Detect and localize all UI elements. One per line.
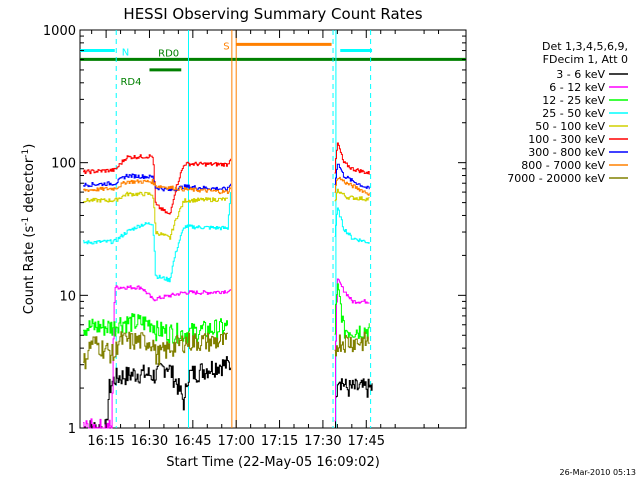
legend: Det 1,3,4,5,6,9,FDecim 1, Att 0 3 - 6 keV… bbox=[507, 40, 628, 185]
x-tick-label: 16:30 bbox=[131, 434, 168, 449]
y-tick-label: 100 bbox=[51, 157, 76, 172]
y-axis-label: Count Rate (s-1 detector-1) bbox=[21, 144, 37, 315]
legend-entry-label: 25 - 50 keV bbox=[542, 107, 605, 120]
series-line bbox=[334, 331, 370, 357]
series-line bbox=[83, 154, 231, 215]
y-axis: 1 10 100 1000 bbox=[43, 24, 466, 437]
series-line bbox=[334, 176, 370, 196]
series-line bbox=[334, 163, 370, 190]
y-axis-label-end: ) bbox=[22, 144, 37, 149]
series-line bbox=[83, 356, 231, 429]
legend-entry-label: 100 - 300 keV bbox=[528, 133, 605, 146]
x-axis-label: Start Time (22-May-05 16:09:02) bbox=[166, 455, 380, 470]
y-axis-label-sup2: -1 bbox=[21, 149, 31, 158]
state-bar-label: RD4 bbox=[120, 77, 141, 88]
x-tick-label: 17:45 bbox=[348, 434, 385, 449]
x-axis: 16:15 16:30 16:45 17:00 17:15 17:30 17:45 bbox=[87, 30, 440, 449]
legend-entry-label: 50 - 100 keV bbox=[535, 120, 605, 133]
y-tick-label: 10 bbox=[59, 289, 76, 304]
y-axis-label-main: Count Rate (s bbox=[22, 226, 37, 315]
plot-frame bbox=[79, 29, 467, 429]
series-line bbox=[83, 191, 228, 240]
y-tick-label: 1 bbox=[68, 422, 76, 437]
state-bar-label: S bbox=[223, 41, 229, 52]
footer-timestamp: 26-Mar-2010 05:13 bbox=[560, 468, 637, 477]
series-line bbox=[83, 331, 228, 370]
series-line bbox=[83, 179, 231, 195]
legend-entry-label: 800 - 7000 keV bbox=[521, 159, 605, 172]
series-line bbox=[334, 378, 373, 429]
legend-entry-label: 3 - 6 keV bbox=[556, 68, 605, 81]
x-tick-label: 16:45 bbox=[174, 434, 211, 449]
chart-title: HESSI Observing Summary Count Rates bbox=[123, 5, 422, 23]
legend-header-line: FDecim 1, Att 0 bbox=[543, 53, 628, 66]
legend-entry-label: 6 - 12 keV bbox=[549, 81, 605, 94]
y-tick-label: 1000 bbox=[43, 24, 76, 39]
x-tick-label: 16:15 bbox=[87, 434, 124, 449]
x-tick-label: 17:15 bbox=[261, 434, 298, 449]
x-tick-label: 17:30 bbox=[304, 434, 341, 449]
series-line bbox=[83, 313, 228, 344]
series-line bbox=[83, 285, 231, 429]
series-line bbox=[334, 188, 370, 202]
y-axis-label-sup1: -1 bbox=[21, 217, 31, 226]
legend-entry-label: 300 - 800 keV bbox=[528, 146, 605, 159]
series-line bbox=[83, 173, 231, 192]
x-tick-label: 17:00 bbox=[217, 434, 254, 449]
series-line bbox=[334, 142, 370, 175]
y-axis-label-mid: detector bbox=[22, 157, 37, 217]
legend-entry-label: 12 - 25 keV bbox=[542, 94, 605, 107]
legend-header-line: Det 1,3,4,5,6,9, bbox=[542, 40, 628, 53]
legend-entry-label: 7000 - 20000 keV bbox=[507, 172, 605, 185]
series-line bbox=[334, 283, 370, 340]
series-line bbox=[334, 207, 370, 244]
vertical-lines-layer bbox=[115, 30, 372, 428]
series-line bbox=[334, 278, 370, 422]
series-line bbox=[83, 192, 231, 283]
series-layer bbox=[83, 142, 373, 429]
state-bar-label: N bbox=[122, 48, 129, 59]
state-bar-label: RD0 bbox=[158, 48, 179, 59]
state-bars-layer: N S RD0 RD4 bbox=[80, 41, 466, 88]
